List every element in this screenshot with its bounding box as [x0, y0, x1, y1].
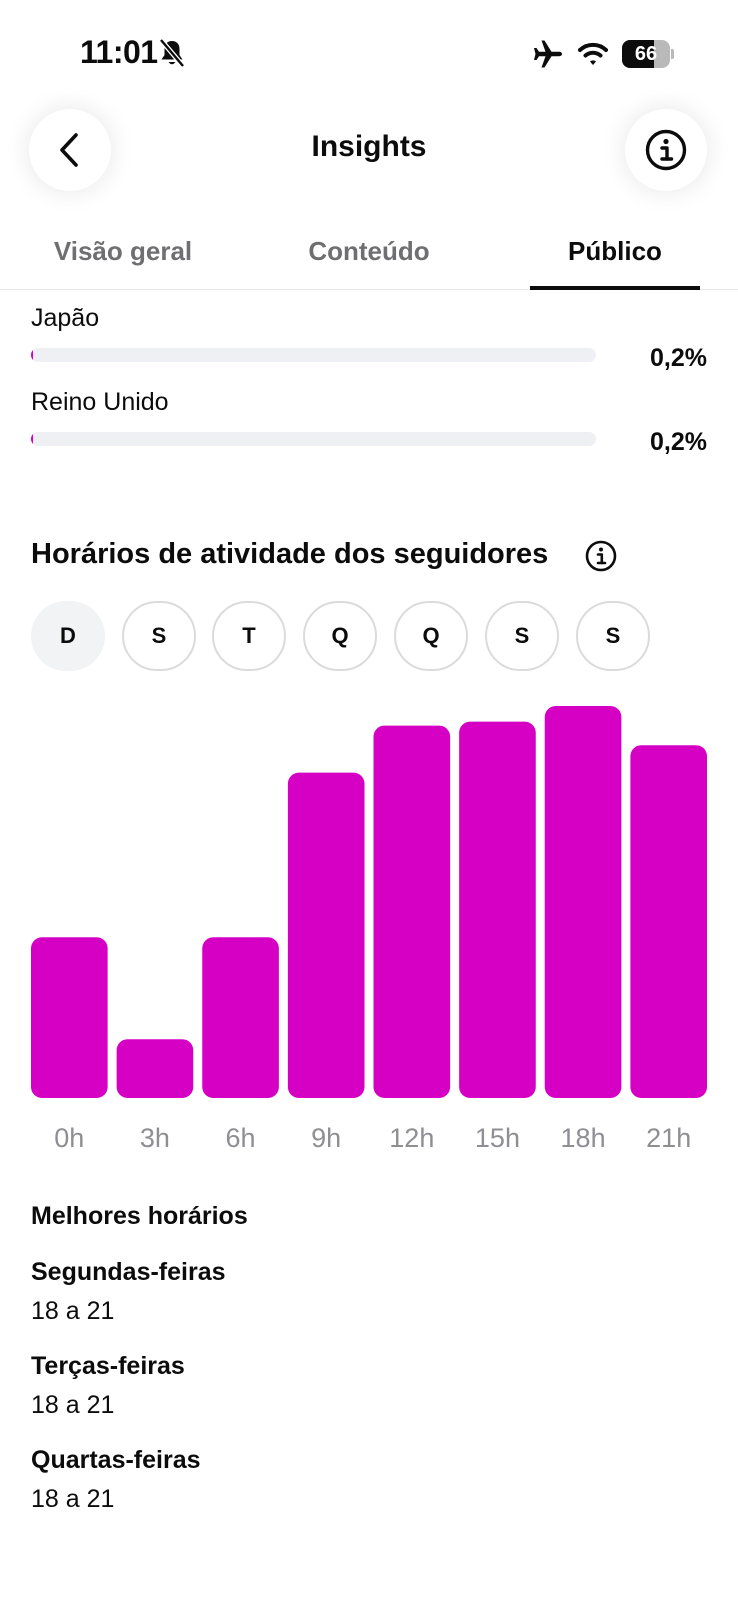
chart-bar-18h [544, 706, 622, 1098]
bell-slash-icon [159, 38, 185, 68]
country-progress-fill [31, 348, 33, 362]
chart-bar-3h [116, 1039, 194, 1098]
battery-level: 66 [634, 43, 658, 65]
day-chip-friday[interactable]: S [485, 601, 559, 671]
country-progress-fill [31, 432, 33, 446]
back-button[interactable] [29, 109, 111, 191]
chart-tick-label: 6h [226, 1123, 256, 1153]
active-tab-indicator [530, 286, 700, 290]
airplane-icon [534, 40, 562, 68]
chevron-left-icon [60, 133, 78, 167]
day-chip-wednesday[interactable]: Q [303, 601, 377, 671]
tab-overview[interactable]: Visão geral [53, 236, 193, 266]
chart-bar-6h [202, 937, 279, 1098]
status-time: 11:01 [80, 34, 158, 70]
tab-bar: Visão geral Conteúdo Público [0, 220, 738, 290]
chart-tick-label: 3h [140, 1123, 170, 1153]
best-time-range: 18 a 21 [31, 1485, 115, 1513]
activity-bar-chart: 0h 3h 6h 9h 12h 15h 18h 21h [31, 706, 707, 1153]
chart-tick-label: 0h [54, 1123, 84, 1153]
chart-bar-21h [630, 745, 707, 1098]
country-name: Japão [31, 304, 100, 332]
chart-bar-15h [459, 721, 536, 1098]
chart-tick-label: 12h [389, 1123, 434, 1153]
day-chip-saturday[interactable]: S [576, 601, 650, 671]
status-bar: 11:01 66 [0, 0, 738, 100]
country-progress-track [31, 348, 596, 362]
country-row-japan: Japão 0,2% [31, 304, 707, 374]
country-row-uk: Reino Unido 0,2% [31, 388, 707, 458]
chart-bar-0h [31, 937, 108, 1098]
best-time-day: Terças-feiras [31, 1352, 185, 1380]
country-progress-track [31, 432, 596, 446]
info-icon [645, 129, 687, 171]
page-title: Insights [311, 130, 427, 163]
chart-tick-label: 18h [561, 1123, 606, 1153]
day-chip-monday[interactable]: S [122, 601, 196, 671]
chart-tick-label: 9h [311, 1123, 341, 1153]
info-button[interactable] [625, 109, 707, 191]
day-chip-tuesday[interactable]: T [212, 601, 286, 671]
best-time-range: 18 a 21 [31, 1391, 115, 1419]
country-name: Reino Unido [31, 388, 169, 416]
section-title: Horários de atividade dos seguidores [31, 538, 549, 570]
tab-content[interactable]: Conteúdo [308, 236, 430, 266]
chart-bar-9h [287, 772, 365, 1098]
day-chip-sunday[interactable]: D [31, 601, 105, 671]
chart-bar-12h [373, 725, 451, 1098]
day-chip-thursday[interactable]: Q [394, 601, 468, 671]
best-time-range: 18 a 21 [31, 1297, 115, 1325]
info-icon[interactable] [584, 539, 618, 573]
best-time-day: Quartas-feiras [31, 1446, 201, 1474]
best-times-title: Melhores horários [31, 1202, 248, 1230]
chart-tick-label: 21h [646, 1123, 691, 1153]
battery-icon: 66 [622, 40, 674, 68]
country-percent: 0,2% [650, 428, 707, 456]
wifi-icon [578, 42, 608, 65]
chart-tick-label: 15h [475, 1123, 520, 1153]
tab-audience[interactable]: Público [568, 236, 662, 266]
best-time-day: Segundas-feiras [31, 1258, 226, 1286]
country-percent: 0,2% [650, 344, 707, 372]
